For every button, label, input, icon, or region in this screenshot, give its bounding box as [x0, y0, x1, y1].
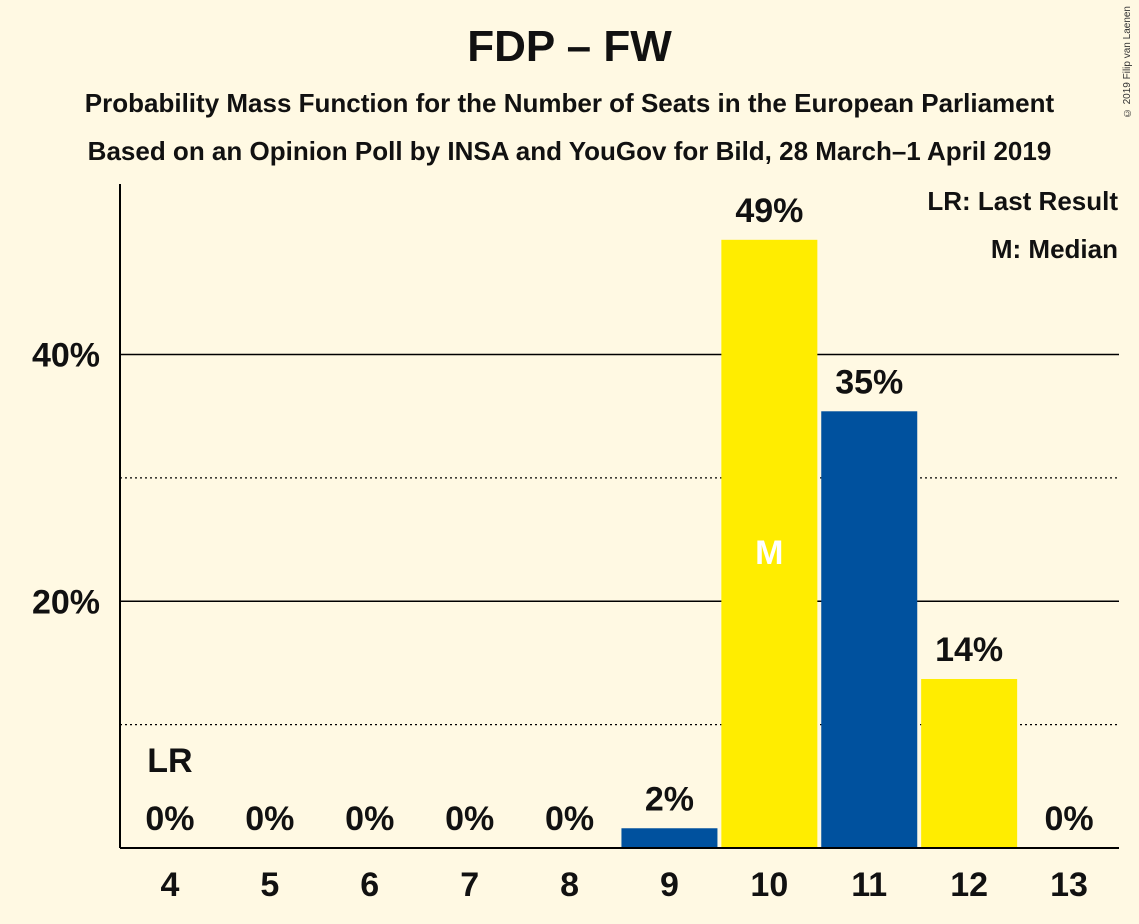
x-tick-label-12: 12 [950, 866, 988, 904]
x-tick-label-11: 11 [851, 866, 887, 904]
bar-12 [921, 678, 1018, 848]
data-label-8: 0% [545, 800, 594, 838]
x-tick-label-9: 9 [660, 866, 679, 904]
data-label-11: 35% [835, 363, 903, 401]
x-tick-label-10: 10 [750, 866, 788, 904]
x-tick-label-7: 7 [460, 866, 479, 904]
data-label-10: 49% [735, 192, 803, 230]
chart-title: FDP – FW [467, 22, 672, 71]
data-label-6: 0% [345, 800, 394, 838]
data-label-9: 2% [645, 780, 694, 818]
x-tick-label-8: 8 [560, 866, 579, 904]
data-label-13: 0% [1044, 800, 1093, 838]
median-marker: M [755, 534, 783, 572]
legend: LR: Last Result M: Median [927, 186, 1118, 264]
data-label-7: 0% [445, 800, 494, 838]
labels: 20% 40% 0% 4 LR 0% 5 0% 6 0% 7 0% 8 2% 9 49% 10 M 35% 11 14%… [32, 192, 1094, 904]
gridlines [120, 353, 1119, 726]
legend-entry: M: Median [991, 234, 1118, 264]
bar-11 [821, 411, 918, 848]
axes [119, 184, 1119, 849]
y-tick-label: 40% [32, 337, 100, 375]
data-label-5: 0% [245, 800, 294, 838]
x-tick-label-6: 6 [360, 866, 379, 904]
x-tick-label-5: 5 [260, 866, 279, 904]
chart-subtitle: Probability Mass Function for the Number… [84, 88, 1055, 118]
data-label-4: 0% [145, 800, 194, 838]
bars [621, 239, 1018, 848]
x-tick-label-13: 13 [1050, 866, 1088, 904]
chart-subtitle-source: Based on an Opinion Poll by INSA and You… [87, 136, 1052, 166]
legend-entry: LR: Last Result [927, 186, 1118, 216]
x-tick-label-4: 4 [160, 866, 179, 904]
bar-9 [621, 828, 718, 848]
last-result-marker: LR [147, 742, 192, 780]
bar-10 [721, 239, 818, 848]
data-label-12: 14% [935, 631, 1003, 669]
y-tick-label: 20% [32, 583, 100, 621]
